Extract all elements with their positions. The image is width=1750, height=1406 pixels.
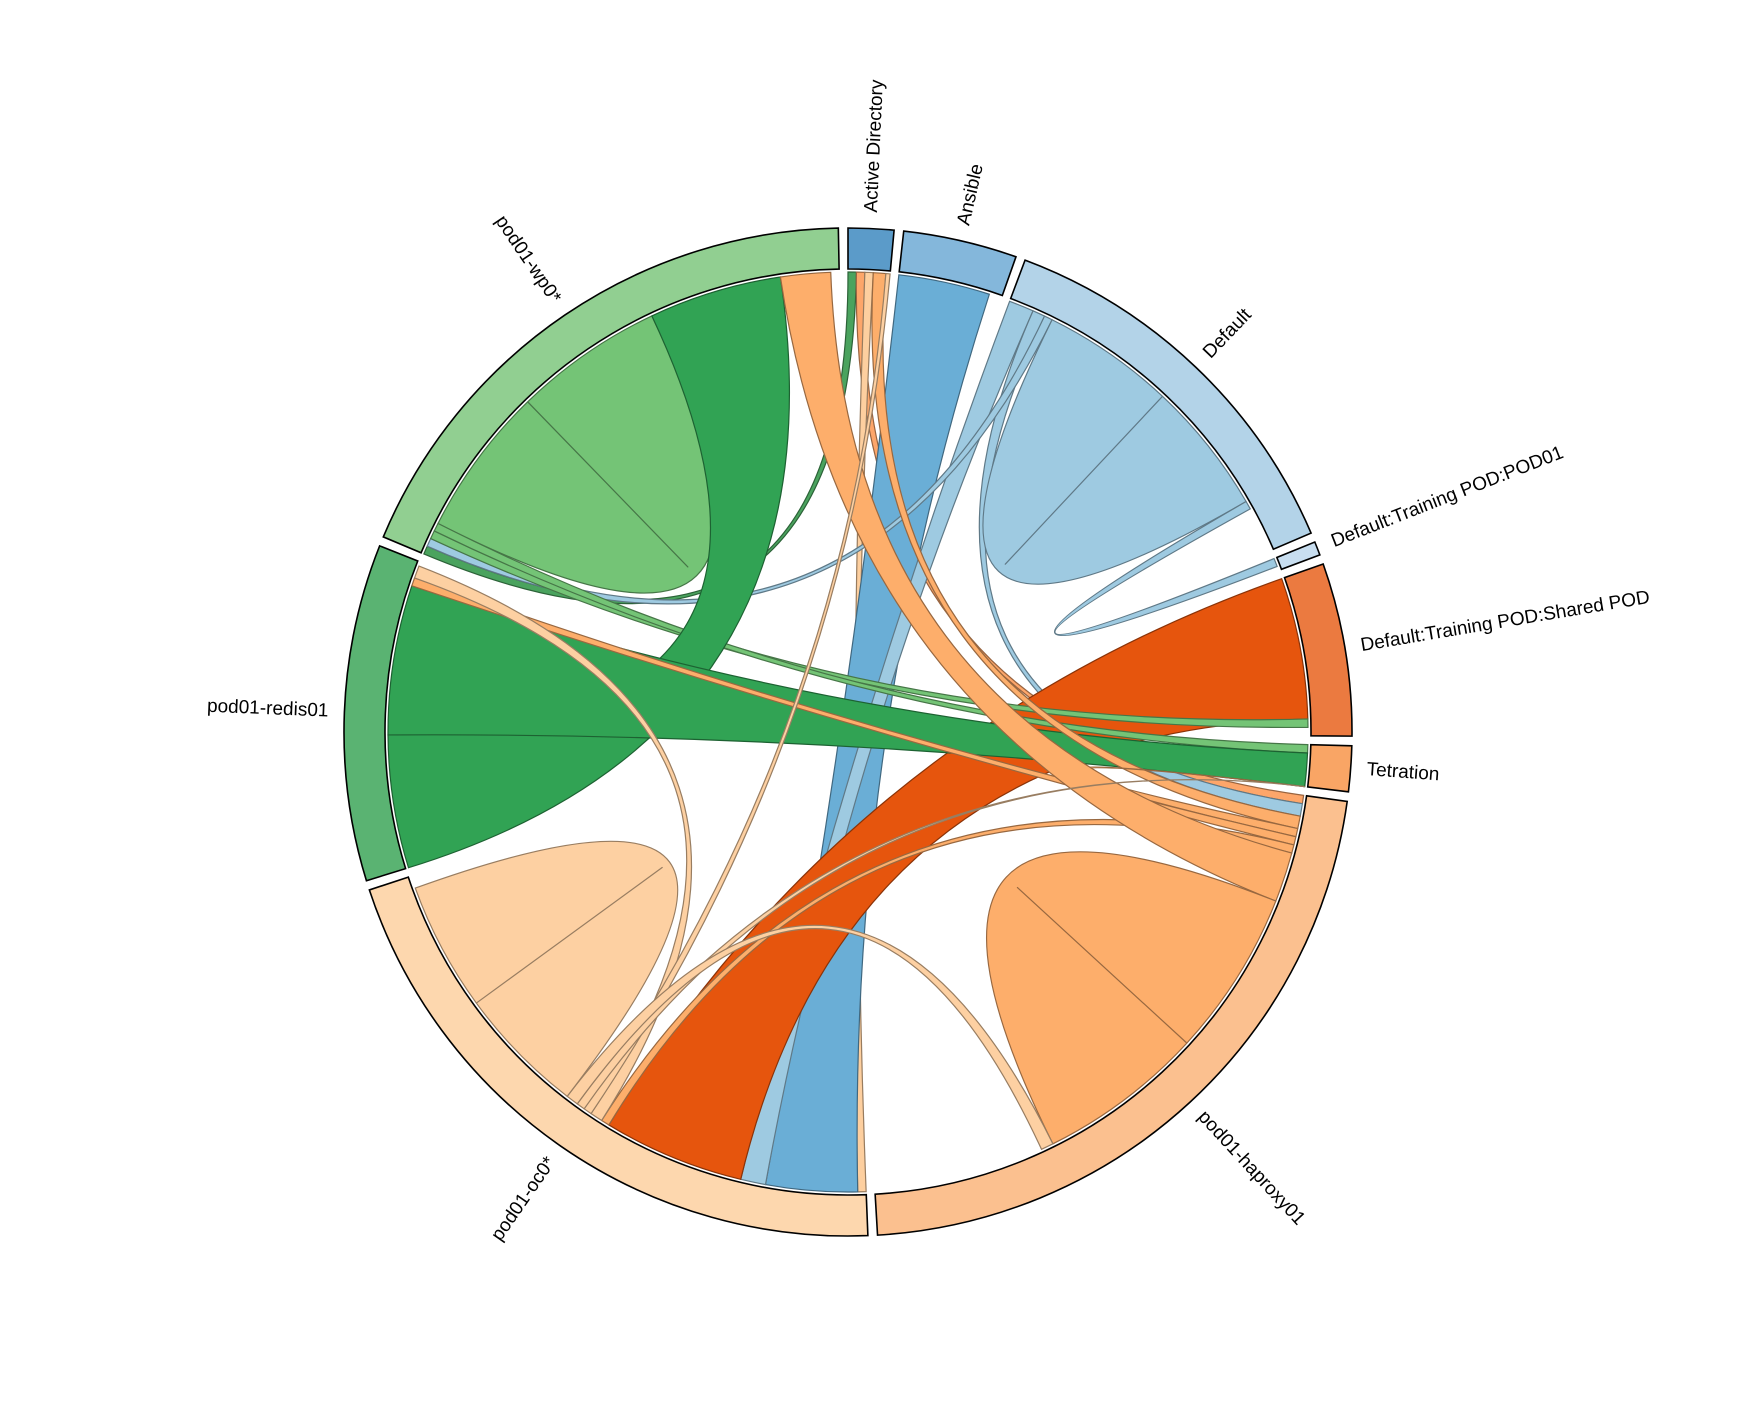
ribbon-pod01-wp0-to-pod01-wp0-[interactable]	[437, 315, 716, 594]
group-arc-default-training-pod-pod01[interactable]	[1275, 540, 1321, 571]
group-label-pod01-haproxy01: pod01-haproxy01	[1193, 1107, 1309, 1230]
group-label-default-training-pod-shared-pod: Default:Training POD:Shared POD	[1359, 587, 1651, 656]
group-arc-pod01-oc0[interactable]	[368, 876, 869, 1237]
chord-group-arcs	[343, 227, 1353, 1237]
group-arc-default-training-pod-shared-pod[interactable]	[1283, 562, 1353, 737]
ribbon-default-to-pod01-haproxy01[interactable]	[978, 310, 1304, 817]
group-arc-default[interactable]	[1009, 259, 1313, 551]
ribbon-pod01-oc0-to-pod01-oc0-[interactable]	[414, 840, 679, 1098]
ribbon-pod01-oc0-to-pod01-redis01[interactable]	[413, 565, 692, 1122]
group-arc-pod01-wp0[interactable]	[382, 227, 840, 554]
group-label-pod01-oc0: pod01-oc0*	[487, 1153, 560, 1245]
ribbon-default-to-pod01-wp0-[interactable]	[426, 315, 1053, 605]
ribbon-pod01-oc0-to-pod01-haproxy01[interactable]	[566, 924, 1054, 1151]
group-label-pod01-redis01: pod01-redis01	[207, 696, 329, 722]
ribbon-default-to-pod01-oc0-[interactable]	[740, 300, 1034, 1186]
ribbon-default-training-pod-pod01-to-default[interactable]	[1054, 500, 1278, 637]
group-arc-pod01-redis01[interactable]	[343, 544, 419, 882]
ribbon-default-to-default[interactable]	[982, 318, 1247, 585]
group-label-default-training-pod-pod01: Default:Training POD:POD01	[1328, 442, 1566, 552]
group-label-ansible: Ansible	[953, 162, 987, 227]
group-arc-tetration[interactable]	[1306, 743, 1353, 793]
chord-ribbons	[387, 271, 1309, 1193]
ribbon-pod01-haproxy01-to-pod01-haproxy01[interactable]	[986, 851, 1277, 1145]
group-arc-ansible[interactable]	[898, 230, 1018, 297]
group-label-active-directory: Active Directory	[861, 79, 888, 213]
group-label-pod01-wp0: pod01-wp0*	[491, 212, 566, 308]
group-arc-active-directory[interactable]	[847, 227, 895, 272]
ribbon-pod01-wp0-to-tetration[interactable]	[433, 522, 1309, 754]
ribbon-pod01-oc0-to-active-directory[interactable]	[583, 272, 891, 1115]
group-arc-pod01-haproxy01[interactable]	[874, 794, 1349, 1236]
ribbon-pod01-haproxy01-to-pod01-wp0-[interactable]	[779, 271, 1293, 902]
group-label-default: Default	[1199, 304, 1256, 363]
group-label-tetration: Tetration	[1366, 759, 1440, 785]
